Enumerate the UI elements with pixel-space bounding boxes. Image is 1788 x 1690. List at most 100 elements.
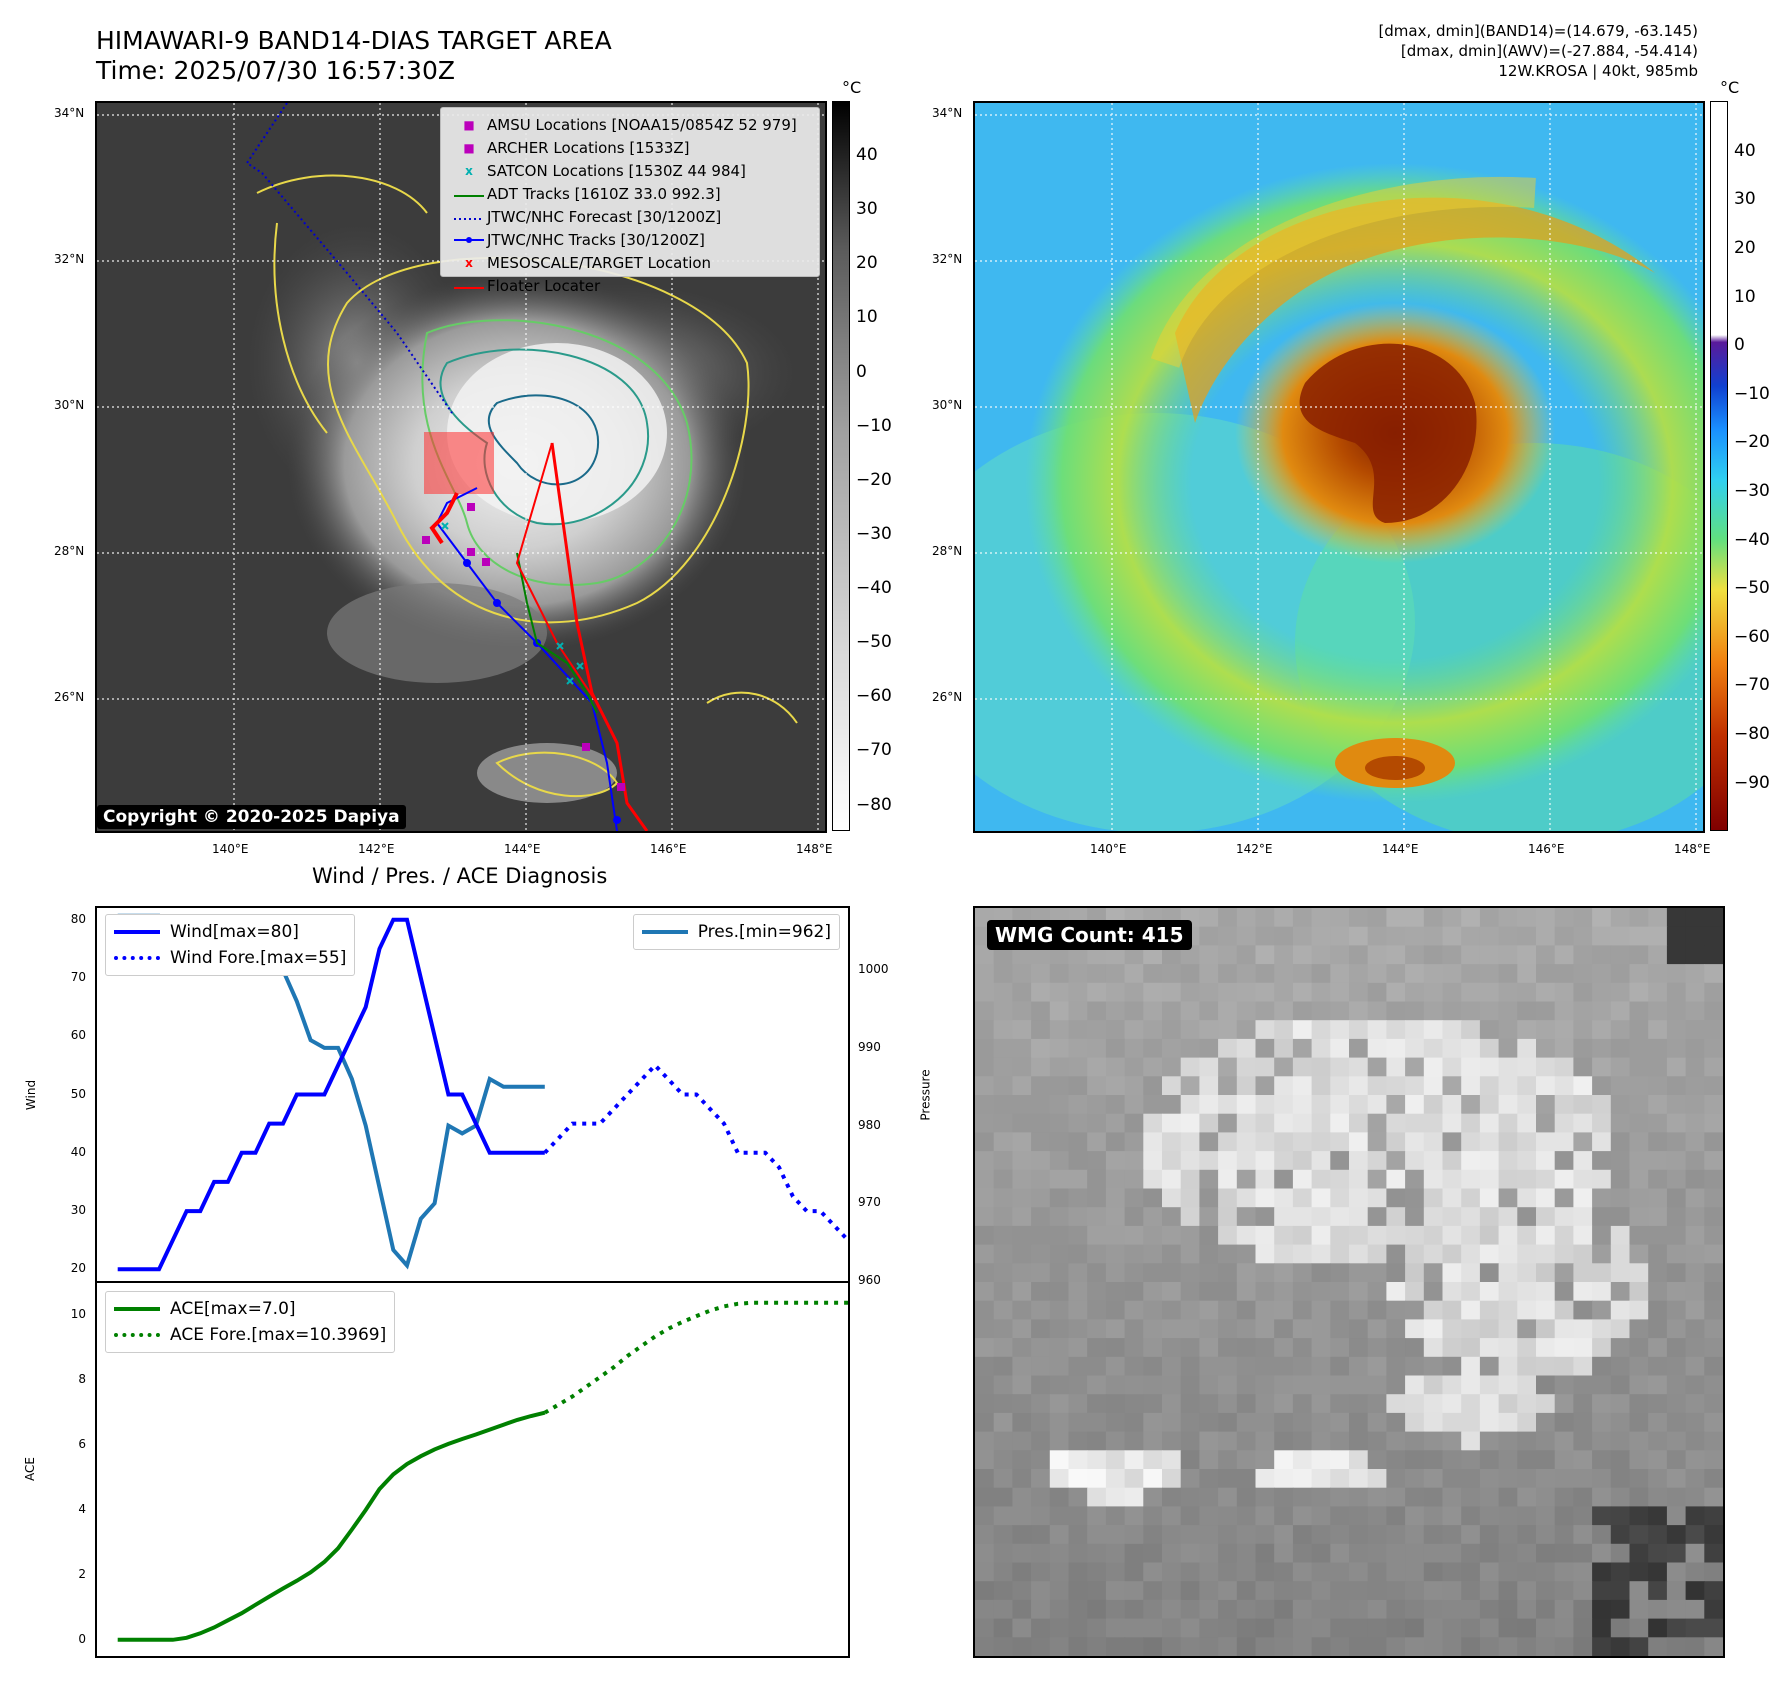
- lon-tick: 148°E: [796, 842, 833, 856]
- legend-forecast: JTWC/NHC Forecast [30/1200Z]: [454, 208, 722, 226]
- ace-forecast-line: [543, 1300, 848, 1415]
- legend-floater: Floater Locater: [454, 277, 601, 295]
- legend-wind: Wind[max=80]: [114, 919, 346, 945]
- lat-tick: 26°N: [932, 690, 963, 704]
- cb-right-tick: −50: [1734, 578, 1770, 598]
- lat-tick: 34°N: [932, 106, 963, 120]
- cb-right-tick: 10: [1734, 287, 1756, 307]
- wind-line: [117, 917, 545, 1272]
- wmg-count-badge: WMG Count: 415: [987, 920, 1192, 950]
- ace-legend: ACE[max=7.0] ACE Fore.[max=10.3969]: [105, 1291, 396, 1353]
- legend-jtwc: JTWC/NHC Tracks [30/1200Z]: [451, 229, 809, 252]
- lat-tick: 32°N: [54, 252, 85, 266]
- colorbar-right-unit: °C: [1720, 78, 1740, 97]
- cb-right-tick: −80: [1734, 724, 1770, 744]
- legend-adt: ADT Tracks [1610Z 33.0 992.3]: [454, 185, 721, 203]
- lon-tick: 144°E: [1382, 842, 1419, 856]
- chart-title: HIMAWARI-9 BAND14-DIAS TARGET AREA: [96, 26, 612, 55]
- copyright-badge: Copyright © 2020-2025 Dapiya: [97, 805, 406, 829]
- cb-left-tick: 0: [856, 362, 867, 382]
- adt-track: [516, 552, 598, 714]
- legend-pressure: Pres.[min=962]: [641, 919, 831, 945]
- lon-tick: 146°E: [1528, 842, 1565, 856]
- pressure-tick: 960: [858, 1273, 881, 1287]
- pressure-legend: Pres.[min=962]: [632, 914, 840, 950]
- floater-track: [550, 442, 649, 831]
- wind-tick: 40: [70, 1144, 86, 1159]
- legend-target: x MESOSCALE/TARGET Location: [465, 254, 712, 272]
- wind-pressure-plot: Wind[max=80] Wind Fore.[max=55] Pres.[mi…: [95, 906, 850, 1283]
- wind-tick: 20: [70, 1261, 86, 1276]
- cb-right-tick: −90: [1734, 773, 1770, 793]
- lat-tick: 26°N: [54, 690, 85, 704]
- lat-tick: 32°N: [932, 252, 963, 266]
- cb-right-tick: −10: [1734, 384, 1770, 404]
- info-band14: [dmax, dmin](BAND14)=(14.679, -63.145): [1378, 22, 1698, 40]
- cb-right-tick: 0: [1734, 335, 1745, 355]
- lon-tick: 148°E: [1674, 842, 1711, 856]
- ace-tick: 6: [78, 1437, 86, 1452]
- pressure-tick: 970: [858, 1195, 881, 1210]
- forecast-track: [245, 103, 453, 414]
- ace-tick: 2: [78, 1566, 86, 1581]
- lon-tick: 142°E: [358, 842, 395, 856]
- awv-map-panel: [973, 101, 1705, 833]
- map-legend: ■ AMSU Locations [NOAA15/0854Z 52 979] ■ A…: [440, 107, 820, 295]
- legend-wind-forecast: Wind Fore.[max=55]: [114, 945, 346, 971]
- pressure-tick: 990: [858, 1039, 881, 1054]
- cb-left-tick: −40: [856, 578, 892, 598]
- lon-tick: 142°E: [1236, 842, 1273, 856]
- cb-left-tick: −30: [856, 524, 892, 544]
- cb-left-tick: −10: [856, 416, 892, 436]
- pressure-tick: 980: [858, 1117, 881, 1132]
- ace-tick: 8: [78, 1372, 86, 1387]
- cb-left-tick: 10: [856, 307, 878, 327]
- cb-right-tick: −60: [1734, 627, 1770, 647]
- target-area-box: [424, 432, 494, 494]
- cb-left-tick: 30: [856, 199, 878, 219]
- ace-tick: 4: [78, 1502, 86, 1517]
- wind-tick: 50: [70, 1086, 86, 1101]
- colorbar-left: [832, 101, 850, 831]
- lat-tick: 30°N: [932, 398, 963, 412]
- cb-left-tick: −70: [856, 740, 892, 760]
- band14-map-panel: ■ AMSU Locations [NOAA15/0854Z 52 979] ■ A…: [95, 101, 827, 833]
- cb-right-tick: −20: [1734, 432, 1770, 452]
- wind-axis-label: Wind: [24, 1079, 39, 1111]
- lat-tick: 28°N: [932, 544, 963, 558]
- cb-right-tick: 20: [1734, 238, 1756, 258]
- ace-tick: 10: [70, 1307, 86, 1322]
- info-awv: [dmax, dmin](AWV)=(-27.884, -54.414): [1400, 42, 1698, 60]
- wind-forecast-line: [543, 1062, 848, 1242]
- cb-left-tick: −60: [856, 686, 892, 706]
- info-storm: 12W.KROSA | 40kt, 985mb: [1498, 62, 1698, 80]
- lat-tick: 28°N: [54, 544, 85, 558]
- colorbar-left-unit: °C: [842, 78, 862, 97]
- ace-plot: ACE[max=7.0] ACE Fore.[max=10.3969]: [95, 1281, 850, 1658]
- cb-right-tick: −30: [1734, 481, 1770, 501]
- wmg-imagery: [975, 908, 1723, 1656]
- ace-svg: [117, 1300, 848, 1642]
- lon-tick: 144°E: [504, 842, 541, 856]
- cb-right-tick: −70: [1734, 675, 1770, 695]
- cb-left-tick: −80: [856, 795, 892, 815]
- lon-tick: 146°E: [650, 842, 687, 856]
- pressure-tick: 1000: [858, 962, 889, 977]
- wind-tick: 30: [70, 1203, 86, 1218]
- ace-axis-label: ACE: [22, 1457, 37, 1481]
- wind-tick: 60: [70, 1028, 86, 1043]
- legend-archer: ■ ARCHER Locations [1533Z]: [463, 139, 690, 157]
- awv-imagery: [975, 103, 1703, 831]
- lat-tick: 30°N: [54, 398, 85, 412]
- cb-left-tick: −20: [856, 470, 892, 490]
- cb-left-tick: 40: [856, 145, 878, 165]
- cb-right-tick: −40: [1734, 530, 1770, 550]
- legend-amsu: ■ AMSU Locations [NOAA15/0854Z 52 979]: [463, 116, 797, 134]
- legend-ace-forecast: ACE Fore.[max=10.3969]: [114, 1322, 386, 1348]
- cb-left-tick: −50: [856, 632, 892, 652]
- cb-right-tick: 40: [1734, 141, 1756, 161]
- diagnosis-title: Wind / Pres. / ACE Diagnosis: [312, 864, 608, 888]
- lat-tick: 34°N: [54, 106, 85, 120]
- cb-right-tick: 30: [1734, 189, 1756, 209]
- legend-ace: ACE[max=7.0]: [114, 1296, 386, 1322]
